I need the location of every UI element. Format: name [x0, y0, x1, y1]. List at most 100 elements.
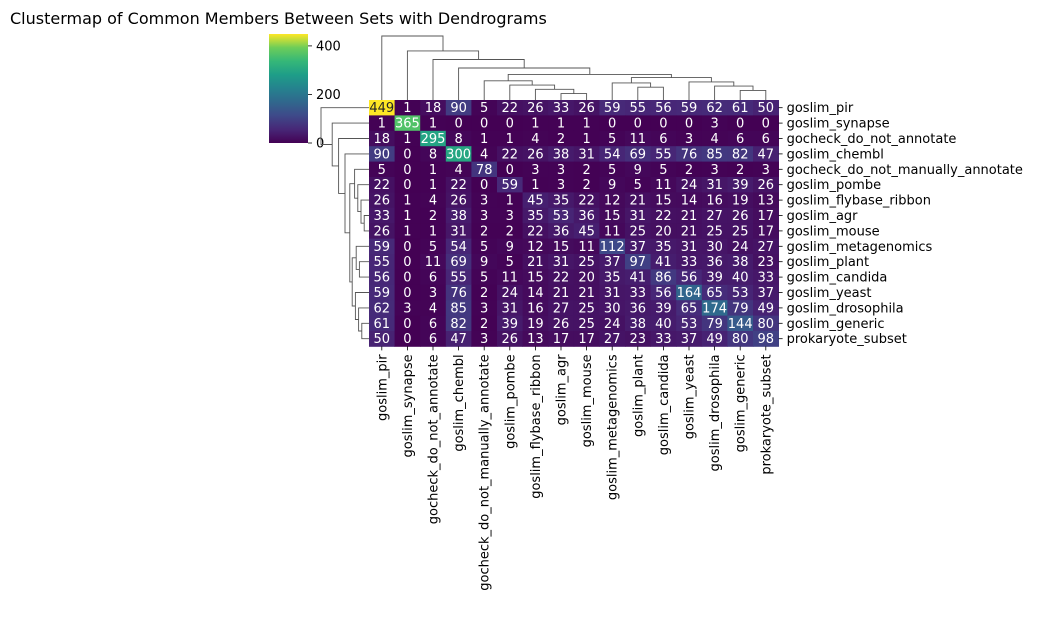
cell-value: 31 — [553, 255, 570, 270]
heatmap-cell — [445, 269, 472, 286]
heatmap-cell — [727, 192, 754, 209]
cell-value: 24 — [681, 178, 698, 193]
heatmap-cell — [650, 146, 677, 162]
cell-value: 2 — [429, 209, 437, 224]
heatmap-cell — [522, 331, 549, 347]
heatmap-cell — [625, 284, 651, 301]
heatmap-cell — [471, 177, 498, 193]
heatmap-cell — [701, 192, 728, 209]
heatmap-cell — [573, 300, 600, 316]
cell-value: 61 — [374, 317, 391, 332]
row-label: goslim_yeast — [787, 286, 872, 301]
heatmap-cell — [676, 130, 703, 147]
row-label: gocheck_do_not_manually_annotate — [787, 163, 1023, 178]
heatmap-cell — [497, 254, 523, 270]
dendrogram-link — [560, 93, 588, 100]
heatmap-cell — [471, 331, 498, 347]
cell-value: 55 — [655, 147, 672, 162]
heatmap-cell — [676, 269, 703, 286]
cell-value: 2 — [480, 224, 488, 239]
cell-value: 11 — [578, 240, 595, 255]
heatmap-cell — [445, 115, 472, 132]
heatmap-cell — [471, 238, 498, 255]
cell-value: 3 — [480, 194, 488, 209]
dendrogram-link — [714, 85, 754, 100]
colorbar-tick-label: 0 — [316, 137, 324, 152]
cell-value: 30 — [604, 301, 621, 316]
dendrogram-link — [358, 261, 369, 278]
heatmap-cell — [497, 100, 523, 116]
cell-value: 1 — [429, 178, 437, 193]
cell-value: 4 — [480, 147, 488, 162]
heatmap-cell — [599, 223, 626, 239]
cell-value: 1 — [403, 209, 411, 224]
heatmap-cell — [599, 130, 626, 147]
cell-value: 26 — [758, 178, 775, 193]
cell-value: 98 — [758, 332, 775, 347]
cell-value: 0 — [403, 147, 411, 162]
heatmap-cell — [625, 115, 651, 132]
cell-value: 112 — [600, 240, 625, 255]
colorbar-gradient — [269, 34, 308, 143]
cell-value: 37 — [758, 286, 775, 301]
heatmap-cell — [522, 238, 549, 255]
cell-value: 47 — [450, 332, 467, 347]
cell-value: 39 — [502, 317, 519, 332]
heatmap-cell — [573, 192, 600, 209]
chart-title: Clustermap of Common Members Between Set… — [10, 9, 547, 28]
heatmap-cell — [573, 315, 600, 332]
cell-value: 0 — [403, 286, 411, 301]
heatmap-cell — [650, 300, 677, 316]
cell-value: 3 — [403, 301, 411, 316]
cell-value: 3 — [480, 209, 488, 224]
cell-value: 6 — [736, 132, 744, 147]
cell-value: 25 — [578, 255, 595, 270]
heatmap-cell — [676, 192, 703, 209]
dendrogram-link — [354, 168, 369, 199]
heatmap-cell — [625, 223, 651, 239]
heatmap-cell — [420, 192, 447, 209]
cell-value: 1 — [429, 224, 437, 239]
heatmap-cell — [625, 177, 651, 193]
cell-value: 65 — [681, 301, 698, 316]
cell-value: 45 — [578, 224, 595, 239]
heatmap-cell — [701, 177, 728, 193]
cell-value: 300 — [446, 147, 471, 162]
heatmap-cell — [573, 254, 600, 270]
column-label: goslim_flybase_ribbon — [529, 354, 544, 498]
heatmap-cell — [394, 115, 421, 132]
cell-value: 47 — [758, 147, 775, 162]
dendrogram-link — [361, 322, 369, 340]
dendrogram-link — [534, 88, 575, 100]
row-label: goslim_chembl — [787, 147, 884, 162]
cell-value: 4 — [429, 301, 437, 316]
heatmap-cell — [471, 223, 498, 239]
cell-value: 5 — [480, 240, 488, 255]
cell-value: 2 — [557, 132, 565, 147]
cell-value: 3 — [480, 332, 488, 347]
heatmap-cell — [727, 331, 754, 347]
heatmap-cell — [676, 161, 703, 178]
cell-value: 11 — [425, 255, 442, 270]
heatmap-cell — [420, 115, 447, 132]
cell-value: 1 — [429, 163, 437, 178]
cell-value: 0 — [506, 163, 514, 178]
cell-value: 15 — [604, 209, 621, 224]
row-label: goslim_synapse — [787, 117, 890, 132]
cell-value: 35 — [527, 209, 544, 224]
heatmap-cell — [522, 269, 549, 286]
cell-value: 3 — [480, 301, 488, 316]
heatmap-cell — [650, 130, 677, 147]
cell-value: 53 — [681, 317, 698, 332]
cell-value: 3 — [710, 163, 718, 178]
heatmap-cell — [420, 254, 447, 270]
heatmap-cell — [701, 315, 728, 332]
cell-value: 1 — [531, 117, 539, 132]
heatmap-cell — [573, 284, 600, 301]
column-label: goslim_metagenomics — [606, 354, 621, 500]
cell-value: 3 — [557, 163, 565, 178]
row-labels: goslim_pirgoslim_synapsegocheck_do_not_a… — [778, 101, 1023, 347]
heatmap-cell — [548, 146, 575, 162]
column-label: goslim_yeast — [683, 354, 698, 439]
column-label: goslim_pir — [375, 354, 390, 421]
